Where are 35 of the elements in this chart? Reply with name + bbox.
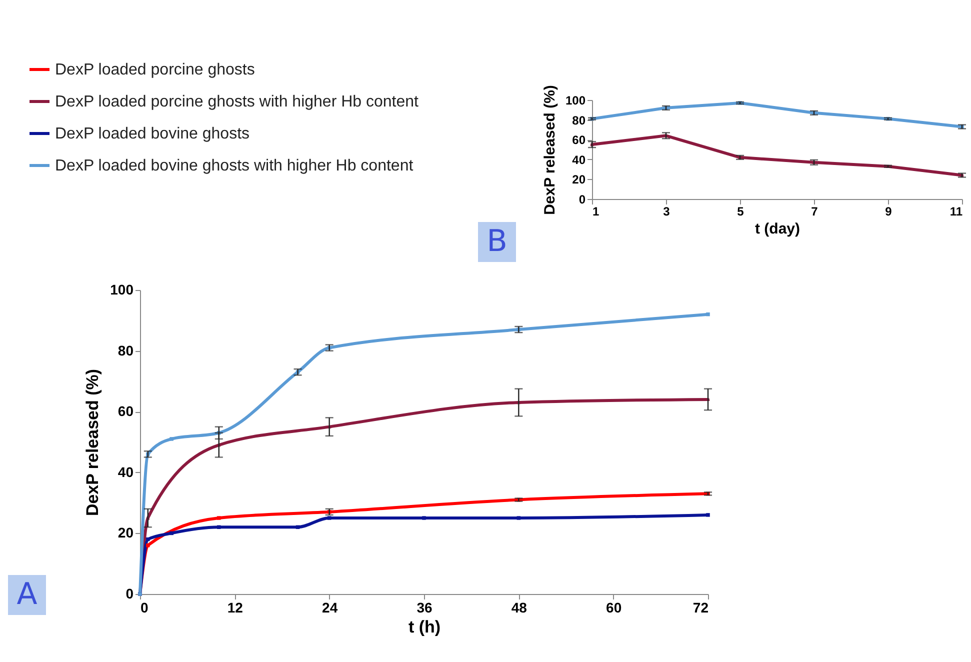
x-tick-label: 12 <box>227 600 244 616</box>
legend-label: DexP loaded bovine ghosts with higher Hb content <box>55 158 414 174</box>
x-tick-label: 1 <box>592 204 600 218</box>
text: B <box>478 222 516 262</box>
legend-label: DexP loaded porcine ghosts <box>55 62 255 78</box>
x-tick-label: 11 <box>950 204 963 218</box>
x-axis-title: t (day) <box>755 220 800 238</box>
x-axis-title: t (h) <box>408 618 441 636</box>
x-tick-label: 24 <box>322 600 338 616</box>
y-axis-title: DexP released (%) <box>83 368 102 516</box>
x-tick-label: 48 <box>511 600 528 616</box>
legend-label: DexP loaded porcine ghosts with higher Hb content <box>55 94 420 110</box>
x-tick-label: 9 <box>885 204 892 218</box>
x-tick-label: 60 <box>606 600 622 616</box>
x-tick-label: 3 <box>663 204 670 218</box>
y-tick-label: 0 <box>578 192 586 206</box>
y-tick-label: 60 <box>572 133 586 148</box>
y-tick-label: 60 <box>118 403 134 420</box>
x-tick-label: 72 <box>692 600 709 616</box>
legend-label: DexP loaded bovine ghosts <box>55 126 250 142</box>
x-tick-label: 7 <box>811 204 818 218</box>
y-tick-label: 100 <box>565 94 586 108</box>
y-tick-label: 20 <box>572 172 586 187</box>
text: A <box>8 575 46 615</box>
y-tick-label: 40 <box>572 152 586 167</box>
x-tick-label: 0 <box>140 600 148 616</box>
x-tick-label: 5 <box>737 204 744 218</box>
y-tick-label: 20 <box>118 524 134 541</box>
y-tick-label: 100 <box>110 282 134 298</box>
y-tick-label: 80 <box>118 342 134 358</box>
y-axis-title: DexP released (%) <box>541 85 558 215</box>
y-tick-label: 80 <box>572 113 586 128</box>
y-tick-label: 40 <box>118 464 134 480</box>
y-tick-label: 0 <box>126 586 134 602</box>
x-tick-label: 36 <box>416 600 432 616</box>
